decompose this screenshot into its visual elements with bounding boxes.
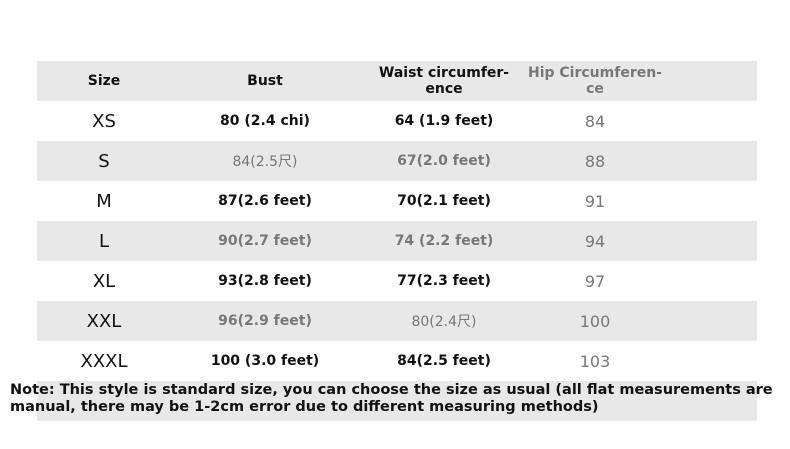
header-cell: Waist circumfer-ence (364, 61, 524, 101)
table-cell: 70(2.1 feet) (397, 193, 491, 209)
table-row: XS 80 (2.4 chi) 64 (1.9 feet) 84 (37, 101, 757, 141)
table-cell: 91 (584, 191, 606, 211)
table-row: M 87(2.6 feet) 70(2.1 feet) 91 (37, 181, 757, 221)
header-cell: Size (54, 61, 154, 101)
table-cell: XXL (86, 310, 122, 332)
table-cell: 94 (584, 231, 606, 251)
header-text: Hip Circumferen- (527, 65, 662, 81)
table-cell: XS (92, 110, 116, 132)
table-cell: 84(2.5尺) (232, 154, 298, 170)
header-text: Bust (247, 73, 283, 89)
header-cell: Bust (185, 61, 345, 101)
table-cell: 64 (1.9 feet) (394, 113, 494, 129)
table-cell: XL (92, 270, 116, 292)
table-row: S 84(2.5尺) 67(2.0 feet) 88 (37, 141, 757, 181)
table-cell: XXXL (80, 350, 128, 372)
table-cell: 84 (584, 111, 606, 131)
header-text: Waist circumfer- (378, 65, 510, 81)
table-cell: M (96, 190, 112, 212)
note-background (37, 381, 757, 421)
table-cell: 67(2.0 feet) (397, 153, 491, 169)
table-cell: 96(2.9 feet) (218, 313, 312, 329)
table-cell: 80 (2.4 chi) (220, 113, 310, 129)
note: Note: This style is standard size, you c… (10, 382, 773, 415)
table-row: XL 93(2.8 feet) 77(2.3 feet) 97 (37, 261, 757, 301)
table-cell: L (98, 230, 110, 252)
table-cell: 80(2.4尺) (411, 314, 477, 330)
header-cell: Hip Circumferen-ce (515, 61, 675, 101)
table-cell: 88 (584, 151, 606, 171)
table-cell: 103 (579, 351, 611, 371)
table-cell: 90(2.7 feet) (218, 233, 312, 249)
header-text: ence (425, 81, 463, 97)
table-cell: 97 (584, 271, 606, 291)
table-cell: 100 (3.0 feet) (210, 353, 320, 369)
table-row: L 90(2.7 feet) 74 (2.2 feet) 94 (37, 221, 757, 261)
header-row: Size Bust Waist circumfer-ence Hip Circumfe… (37, 61, 757, 101)
table-row: XXL 96(2.9 feet) 80(2.4尺) 100 (37, 301, 757, 341)
header-text: Size (87, 73, 121, 89)
table-cell: 74 (2.2 feet) (394, 233, 494, 249)
table-cell: S (98, 150, 110, 172)
table-cell: 100 (579, 311, 611, 331)
header-text: ce (586, 81, 604, 97)
table-cell: 93(2.8 feet) (218, 273, 312, 289)
table-row: XXXL 100 (3.0 feet) 84(2.5 feet) 103 (37, 341, 757, 381)
table-cell: 87(2.6 feet) (218, 193, 312, 209)
table-cell: 84(2.5 feet) (397, 353, 491, 369)
table-cell: 77(2.3 feet) (397, 273, 491, 289)
